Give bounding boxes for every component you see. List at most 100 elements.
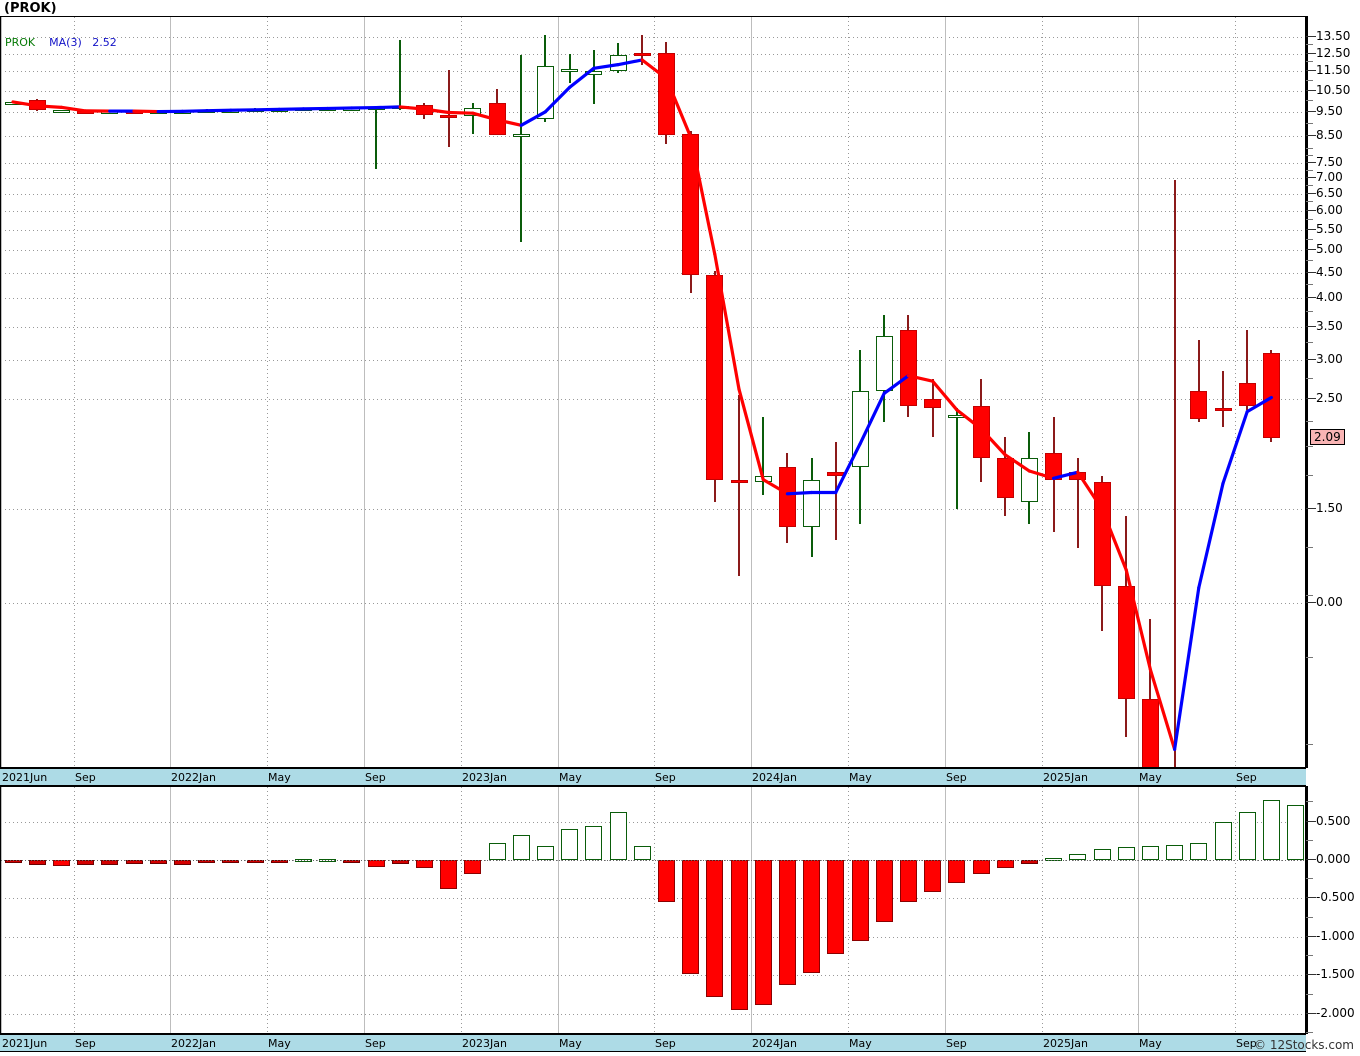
macd-chart-panel[interactable]: MACD(26,12,9) MACD:0.824: [0, 786, 1306, 1034]
price-chart-panel[interactable]: PROK MA(3) 2.52: [0, 16, 1306, 768]
candle-body[interactable]: [1214, 408, 1232, 412]
price-y-axis[interactable]: 13.50 12.50 11.50 10.50 9.50 8.50 7.50 7.00 6.50…: [1306, 16, 1360, 855]
candle-body[interactable]: [972, 406, 990, 459]
candle-body[interactable]: [778, 467, 796, 527]
macd-histogram-bar[interactable]: [948, 860, 966, 884]
macd-histogram-bar[interactable]: [706, 860, 724, 997]
macd-histogram-bar[interactable]: [1214, 822, 1232, 861]
macd-histogram-bar[interactable]: [754, 860, 772, 1005]
ma-segment: [713, 252, 741, 391]
candle-wick: [568, 53, 571, 83]
macd-axis-minor-tick: [1306, 878, 1313, 880]
candle-wick: [375, 105, 377, 170]
macd-histogram-bar[interactable]: [1166, 844, 1184, 861]
candle-body[interactable]: [996, 458, 1014, 498]
macd-histogram-bar[interactable]: [875, 860, 893, 922]
macd-histogram-bar[interactable]: [972, 860, 990, 874]
macd-histogram-bar[interactable]: [415, 860, 433, 868]
price-axis-tick: [1306, 297, 1316, 299]
macd-histogram-bar[interactable]: [585, 826, 603, 861]
macd-histogram-bar[interactable]: [440, 860, 458, 890]
candle-body[interactable]: [1238, 382, 1256, 407]
macd-axis-label: -2.000: [1316, 1005, 1355, 1020]
macd-histogram-bar[interactable]: [657, 860, 675, 903]
price-axis-tick: [1306, 602, 1316, 603]
macd-histogram-bar[interactable]: [851, 860, 869, 941]
macd-histogram-bar[interactable]: [464, 860, 482, 874]
macd-gridline-v: [267, 787, 268, 1033]
price-gridline-v: [1138, 17, 1139, 767]
macd-histogram-bar[interactable]: [1190, 843, 1208, 861]
price-axis-label: 6.00: [1316, 203, 1343, 218]
candle-wick: [641, 35, 644, 65]
price-axis-label: 4.00: [1316, 290, 1343, 305]
macd-histogram-bar[interactable]: [1238, 812, 1256, 861]
date-axis-tick-label: 2025Jan: [1043, 771, 1088, 784]
date-axis-tick-label: 2024Jan: [752, 771, 797, 784]
price-axis-tick: [1306, 210, 1316, 212]
ma-segment: [1148, 668, 1177, 751]
price-plot-area[interactable]: [1, 17, 1305, 767]
candle-body[interactable]: [512, 133, 530, 137]
macd-histogram-bar[interactable]: [367, 860, 385, 867]
price-axis-tick: [1306, 135, 1316, 137]
macd-histogram-bar[interactable]: [899, 860, 917, 903]
date-axis-tick-label: May: [1139, 771, 1162, 784]
price-axis-minor-tick: [1306, 201, 1313, 203]
macd-histogram-bar[interactable]: [1093, 848, 1111, 861]
price-axis-label: 9.50: [1316, 104, 1343, 119]
macd-histogram-bar[interactable]: [488, 843, 506, 861]
macd-histogram-bar[interactable]: [609, 812, 627, 861]
macd-histogram-bar[interactable]: [1141, 846, 1159, 861]
candle-body[interactable]: [899, 330, 917, 407]
macd-histogram-bar[interactable]: [682, 860, 700, 974]
date-axis-tick-label: May: [559, 1037, 582, 1050]
candle-body[interactable]: [52, 110, 70, 114]
price-gridline-h: [1, 229, 1305, 231]
macd-histogram-bar[interactable]: [827, 860, 845, 954]
macd-histogram-bar[interactable]: [1262, 800, 1280, 861]
candle-body[interactable]: [561, 68, 579, 72]
date-axis-tick-label: Sep: [1236, 771, 1257, 784]
macd-histogram-bar[interactable]: [803, 860, 821, 974]
macd-histogram-bar[interactable]: [996, 860, 1014, 868]
candle-body[interactable]: [875, 336, 893, 391]
macd-histogram-bar[interactable]: [730, 860, 748, 1010]
macd-histogram-bar[interactable]: [1117, 846, 1135, 861]
candle-body[interactable]: [633, 52, 651, 56]
candle-body[interactable]: [1262, 353, 1280, 438]
price-gridline-v: [848, 17, 849, 767]
price-axis-minor-tick: [1306, 446, 1313, 448]
macd-histogram-bar[interactable]: [1287, 804, 1305, 861]
price-gridline-h: [1, 298, 1305, 300]
candle-body[interactable]: [706, 275, 724, 480]
candle-wick: [447, 69, 450, 147]
candle-body[interactable]: [1190, 390, 1208, 420]
macd-axis-tick: [1306, 859, 1316, 861]
macd-histogram-bar[interactable]: [512, 834, 530, 861]
macd-y-axis[interactable]: 0.500 0.000 -0.500 -1.000 -1.500 -2.000: [1306, 786, 1360, 1034]
macd-axis-minor-tick: [1306, 839, 1313, 841]
ma-segment: [1124, 568, 1153, 672]
macd-histogram-bar[interactable]: [561, 828, 579, 861]
date-axis-tick-label: Sep: [655, 1037, 676, 1050]
macd-plot-area[interactable]: [1, 787, 1305, 1033]
price-gridline-h: [1, 53, 1305, 55]
candle-body[interactable]: [1141, 698, 1159, 767]
macd-histogram-bar[interactable]: [536, 846, 554, 861]
date-axis-tick-label: 2023Jan: [462, 771, 507, 784]
macd-histogram-bar[interactable]: [1069, 853, 1087, 861]
candle-body[interactable]: [440, 114, 458, 118]
price-gridline-v: [170, 17, 171, 767]
candle-body[interactable]: [1093, 482, 1111, 586]
price-axis-minor-tick: [1306, 100, 1313, 102]
candle-body[interactable]: [1117, 585, 1135, 699]
macd-histogram-bar[interactable]: [778, 860, 796, 985]
date-axis-tick-label: May: [849, 1037, 872, 1050]
candle-body[interactable]: [924, 399, 942, 409]
candle-body[interactable]: [730, 479, 748, 483]
macd-histogram-bar[interactable]: [633, 846, 651, 861]
ma-segment: [882, 374, 911, 395]
date-axis-tick-label: May: [268, 771, 291, 784]
macd-histogram-bar[interactable]: [924, 860, 942, 893]
